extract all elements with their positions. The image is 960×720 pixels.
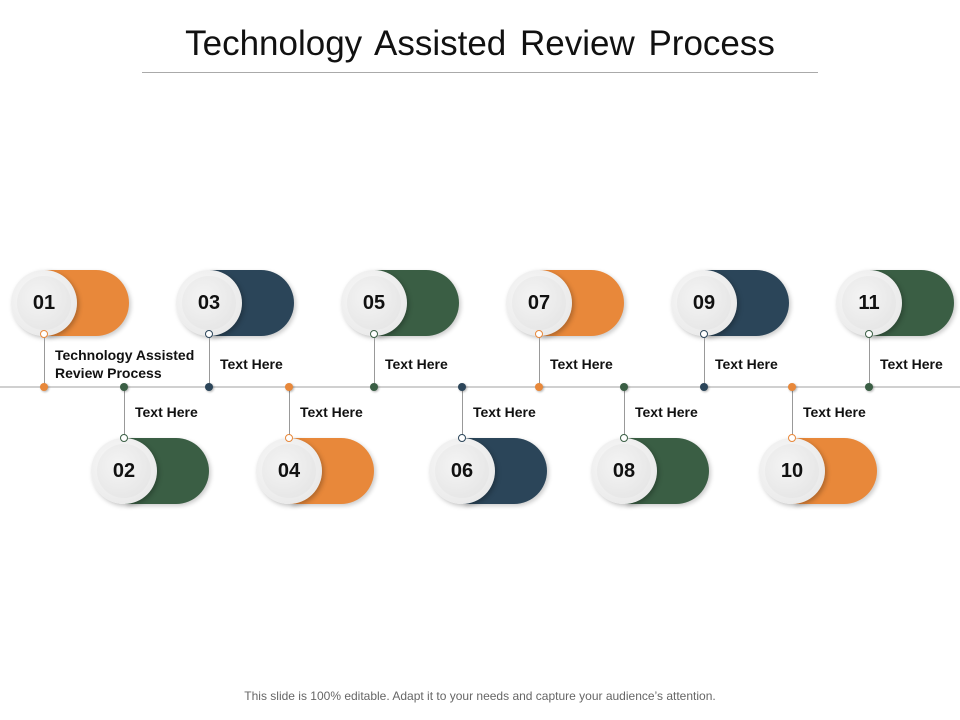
timeline-dot [865, 383, 873, 391]
timeline-line [0, 386, 960, 388]
step-circle: 09 [671, 270, 737, 336]
step-number: 04 [262, 444, 316, 498]
timeline-dot [205, 383, 213, 391]
step-number: 01 [17, 276, 71, 330]
step-number: 07 [512, 276, 566, 330]
page-title: Technology Assisted Review Process [185, 24, 775, 63]
connector-line [209, 334, 210, 387]
step-label: Text Here [550, 356, 613, 372]
step-label: Text Here [715, 356, 778, 372]
connector-line [624, 387, 625, 438]
step-label: Text Here [385, 356, 448, 372]
connector-node [285, 434, 293, 442]
step-circle: 06 [429, 438, 495, 504]
step-label: Text Here [803, 404, 866, 420]
timeline-dot [285, 383, 293, 391]
connector-line [704, 334, 705, 387]
connector-node [535, 330, 543, 338]
timeline-dot [370, 383, 378, 391]
step-label: Technology Assisted Review Process [55, 347, 195, 381]
connector-node [620, 434, 628, 442]
timeline-dot [120, 383, 128, 391]
step-circle: 03 [176, 270, 242, 336]
step-circle: 01 [11, 270, 77, 336]
step-label: Text Here [220, 356, 283, 372]
step-circle: 08 [591, 438, 657, 504]
timeline-dot [700, 383, 708, 391]
step-number: 10 [765, 444, 819, 498]
timeline-dot [40, 383, 48, 391]
step-label: Text Here [300, 404, 363, 420]
step-circle: 02 [91, 438, 157, 504]
step-number: 06 [435, 444, 489, 498]
step-number: 02 [97, 444, 151, 498]
connector-line [792, 387, 793, 438]
footer-note: This slide is 100% editable. Adapt it to… [244, 689, 716, 703]
connector-node [458, 434, 466, 442]
connector-node [120, 434, 128, 442]
step-number: 11 [842, 276, 896, 330]
step-circle: 11 [836, 270, 902, 336]
connector-node [700, 330, 708, 338]
step-label: Text Here [635, 404, 698, 420]
connector-line [374, 334, 375, 387]
connector-node [370, 330, 378, 338]
title-divider [142, 72, 818, 73]
connector-node [865, 330, 873, 338]
connector-line [539, 334, 540, 387]
step-circle: 07 [506, 270, 572, 336]
step-label: Text Here [473, 404, 536, 420]
step-label: Text Here [135, 404, 198, 420]
connector-line [462, 387, 463, 438]
connector-line [44, 334, 45, 387]
connector-node [40, 330, 48, 338]
step-circle: 04 [256, 438, 322, 504]
timeline-dot [788, 383, 796, 391]
step-number: 08 [597, 444, 651, 498]
step-label: Text Here [880, 356, 943, 372]
timeline-dot [620, 383, 628, 391]
connector-line [289, 387, 290, 438]
connector-line [124, 387, 125, 438]
step-number: 03 [182, 276, 236, 330]
timeline-dot [458, 383, 466, 391]
connector-node [788, 434, 796, 442]
step-circle: 05 [341, 270, 407, 336]
step-number: 09 [677, 276, 731, 330]
timeline-dot [535, 383, 543, 391]
step-number: 05 [347, 276, 401, 330]
connector-line [869, 334, 870, 387]
connector-node [205, 330, 213, 338]
step-circle: 10 [759, 438, 825, 504]
